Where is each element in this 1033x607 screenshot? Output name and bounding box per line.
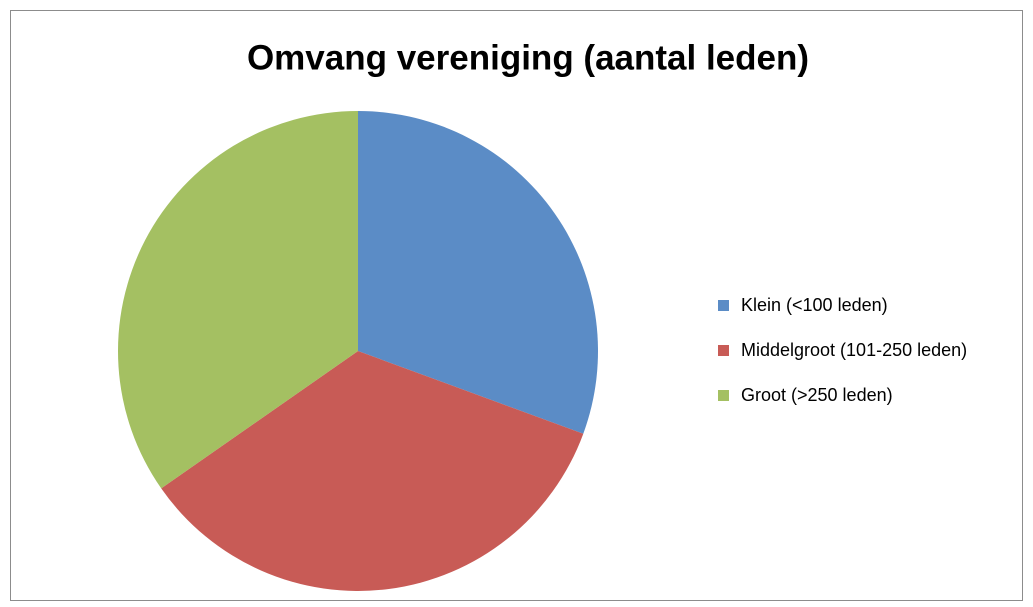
chart-title: Omvang vereniging (aantal leden): [247, 38, 809, 77]
legend-label: Klein (<100 leden): [741, 295, 888, 315]
pie-slice: [358, 111, 599, 434]
legend-swatch: [718, 390, 729, 401]
legend-label: Groot (>250 leden): [741, 385, 893, 405]
legend-swatch: [718, 300, 729, 311]
legend-label: Middelgroot (101-250 leden): [741, 340, 967, 360]
pie-slice: [161, 351, 584, 592]
pie-slice: [118, 111, 358, 489]
legend-swatch: [718, 345, 729, 356]
